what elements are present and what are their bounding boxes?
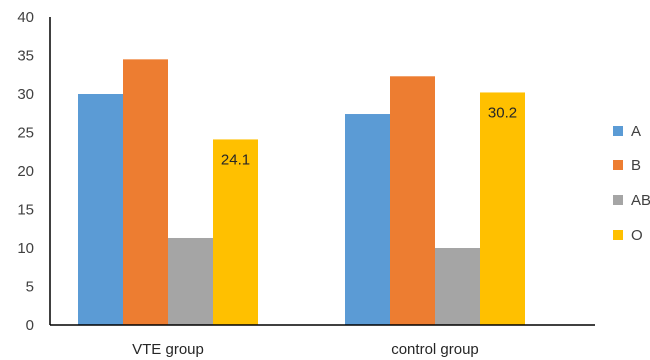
data-labels: 24.1 30.2 <box>221 104 517 168</box>
data-label: 30.2 <box>488 104 517 121</box>
bar-a-control-group <box>345 114 390 326</box>
y-tick-label: 25 <box>17 125 34 142</box>
bar-b-control-group <box>390 76 435 325</box>
legend: AB AB O <box>613 123 650 244</box>
bar-b-vte-group <box>123 59 168 325</box>
x-axis-labels: VTE group control group <box>132 341 479 358</box>
y-axis-ticks: 0 5 10 15 20 25 30 35 40 <box>17 9 34 334</box>
bars <box>78 59 525 326</box>
bar-o-control-group <box>480 92 525 326</box>
data-label: 24.1 <box>221 151 250 168</box>
bar-ab-control-group <box>435 248 480 325</box>
legend-swatch-ab <box>613 195 623 205</box>
legend-swatch-o <box>613 230 623 240</box>
y-tick-label: 35 <box>17 48 34 65</box>
bar-o-vte-group <box>213 139 258 325</box>
legend-label: B <box>631 157 641 174</box>
y-tick-label: 30 <box>17 86 34 103</box>
y-tick-label: 0 <box>26 317 34 334</box>
x-category-label: control group <box>391 341 479 358</box>
y-tick-label: 40 <box>17 9 34 26</box>
legend-label: A <box>631 123 641 140</box>
y-tick-label: 15 <box>17 202 34 219</box>
legend-swatch-a <box>613 126 623 136</box>
y-tick-label: 10 <box>17 240 34 257</box>
bar-a-vte-group <box>78 94 123 325</box>
bar-ab-vte-group <box>168 237 213 325</box>
x-category-label: VTE group <box>132 341 204 358</box>
y-tick-label: 20 <box>17 163 34 180</box>
legend-swatch-b <box>613 160 623 170</box>
legend-label: AB <box>631 192 650 209</box>
y-tick-label: 5 <box>26 279 34 296</box>
legend-label: O <box>631 227 643 244</box>
